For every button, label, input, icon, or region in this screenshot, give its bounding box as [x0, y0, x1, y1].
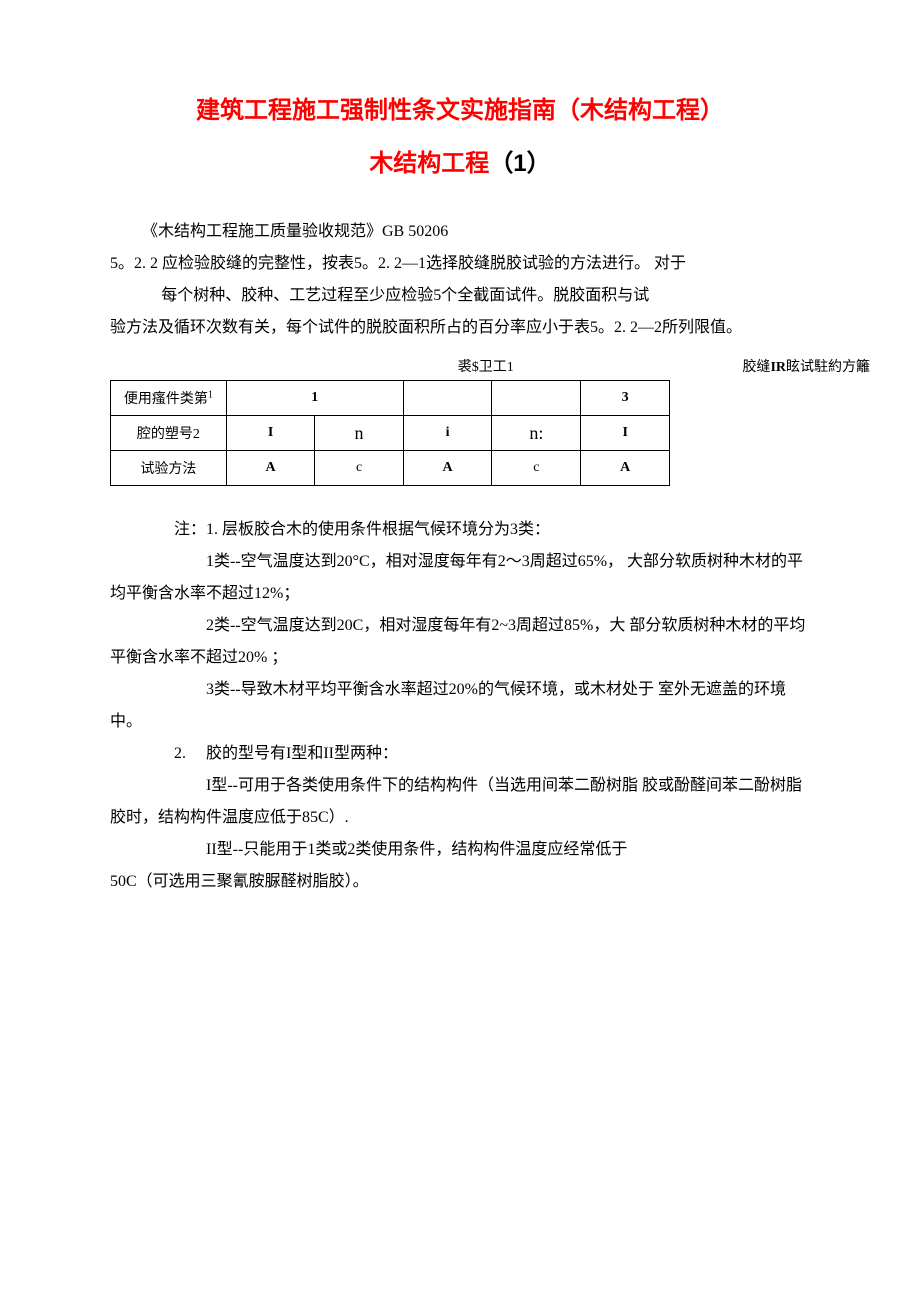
table-caption-row: 裘$卫工1 胶缝IR眩试駐約方籬	[110, 356, 810, 376]
table-cell: A	[403, 451, 492, 486]
table-cell: A	[226, 451, 315, 486]
cell-text: I	[268, 425, 273, 440]
note-2: 2. 胶的型号有I型和II型两种：	[110, 738, 810, 770]
ref-standard: 《木结构工程施工质量验收规范》GB 50206	[110, 216, 810, 248]
table-row: 试验方法 A c A c A	[111, 451, 670, 486]
cell-text: A	[443, 460, 453, 475]
table-cell: c	[492, 451, 581, 486]
cap-right-b: IR	[770, 360, 786, 375]
table-section: 裘$卫工1 胶缝IR眩试駐約方籬 便用瘙件类第1 1 3 腔的塑号2 I n i…	[110, 356, 810, 486]
table-cell: 试验方法	[111, 451, 227, 486]
table-caption-center: 裘$卫工1	[458, 356, 514, 376]
clause-line-2: 每个树种、胶种、工艺过程至少应检验5个全截面试件。脱胶面积与试	[110, 280, 810, 312]
table-cell: n	[315, 416, 403, 451]
table-cell: 腔的塑号2	[111, 416, 227, 451]
table-row: 便用瘙件类第1 1 3	[111, 381, 670, 416]
note-1b: 2类--空气温度达到20C，相对湿度每年有2~3周超过85%，大 部分软质树种木…	[110, 610, 810, 674]
table-cell: i	[403, 416, 492, 451]
cell-text: i	[446, 425, 450, 440]
note-1c: 3类--导致木材平均平衡含水率超过20%的气候环境，或木材处于 室外无遮盖的环境…	[110, 674, 810, 738]
table-cell: 3	[581, 381, 670, 416]
intro-block: 《木结构工程施工质量验收规范》GB 50206 5。2. 2 应检验胶缝的完整性…	[110, 216, 810, 344]
doc-title-sub-text: 木结构工程	[369, 150, 489, 177]
table-cell: c	[315, 451, 403, 486]
cell-text: A	[265, 460, 275, 475]
cell-sup: 1	[208, 389, 213, 400]
doc-title-sub-num: （1）	[489, 150, 550, 177]
note-2c: 50C（可选用三聚氰胺脲醛树脂胶）。	[110, 866, 810, 898]
note-lead: 注：1. 层板胶合木的使用条件根据气候环境分为3类：	[110, 514, 810, 546]
note-2b: II型--只能用于1类或2类使用条件，结构构件温度应经常低于	[110, 834, 810, 866]
clause-line-1: 5。2. 2 应检验胶缝的完整性，按表5。2. 2—1选择胶缝脱胶试验的方法进行…	[110, 248, 810, 280]
note-2a: I型--可用于各类使用条件下的结构构件（当选用间苯二酚树脂 胶或酚醛间苯二酚树脂…	[110, 770, 810, 834]
table-cell: 1	[226, 381, 403, 416]
cell-text: 3	[622, 390, 629, 405]
table-cell: I	[581, 416, 670, 451]
table-cell	[403, 381, 492, 416]
notes-block: 注：1. 层板胶合木的使用条件根据气候环境分为3类： 1类--空气温度达到20°…	[110, 514, 810, 898]
table-cell: n:	[492, 416, 581, 451]
table-caption-right: 胶缝IR眩试駐約方籬	[742, 356, 870, 376]
cell-text: I	[622, 425, 627, 440]
note-1a: 1类--空气温度达到20°C，相对湿度每年有2〜3周超过65%， 大部分软质树种…	[110, 546, 810, 610]
table-cell: I	[226, 416, 315, 451]
cell-text: A	[620, 460, 630, 475]
cap-right-a: 胶缝	[742, 360, 770, 375]
cell-text: 1	[311, 390, 318, 405]
data-table: 便用瘙件类第1 1 3 腔的塑号2 I n i n: I 试验方法 A c A …	[110, 380, 670, 486]
clause-line-3: 验方法及循环次数有关，每个试件的脱胶面积所占的百分率应小于表5。2. 2—2所列…	[110, 312, 810, 344]
doc-title-sub: 木结构工程（1）	[110, 143, 810, 178]
table-row: 腔的塑号2 I n i n: I	[111, 416, 670, 451]
doc-title-main: 建筑工程施工强制性条文实施指南（木结构工程）	[110, 90, 810, 125]
table-cell: 便用瘙件类第1	[111, 381, 227, 416]
table-cell	[492, 381, 581, 416]
cell-text: 便用瘙件类第	[124, 392, 208, 407]
cap-right-c: 眩试駐約方籬	[786, 360, 870, 375]
table-cell: A	[581, 451, 670, 486]
